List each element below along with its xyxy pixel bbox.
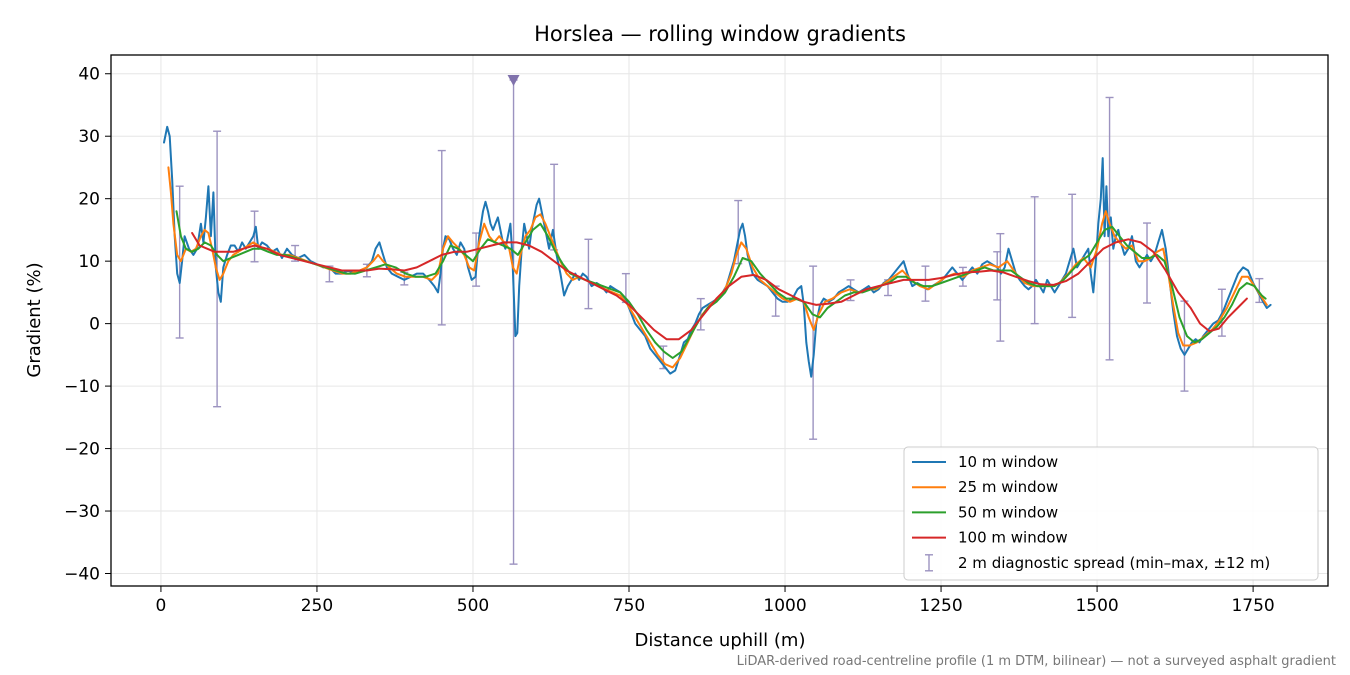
y-tick-label: −10 bbox=[64, 377, 100, 397]
x-axis-title: Distance uphill (m) bbox=[635, 630, 806, 651]
footnote: LiDAR-derived road-centreline profile (1… bbox=[737, 654, 1336, 669]
y-axis-title: Gradient (%) bbox=[24, 262, 45, 377]
x-tick-label: 0 bbox=[156, 596, 167, 616]
y-tick-label: −20 bbox=[64, 440, 100, 460]
y-tick-label: 40 bbox=[78, 65, 100, 85]
legend-box bbox=[903, 446, 1319, 581]
clipped-markers bbox=[507, 74, 520, 86]
x-tick-label: 1750 bbox=[1231, 596, 1274, 616]
series-lines bbox=[163, 125, 1272, 378]
legend-entry-label: 25 m window bbox=[958, 478, 1058, 496]
y-tick-label: −30 bbox=[64, 502, 100, 522]
series-line-100m bbox=[191, 232, 1248, 341]
legend-entry-label: 50 m window bbox=[958, 503, 1058, 521]
series-line-50m bbox=[175, 210, 1267, 359]
grid bbox=[111, 55, 1328, 586]
legend-entry-label: 100 m window bbox=[958, 529, 1068, 547]
y-tick-label: 30 bbox=[78, 127, 100, 147]
x-tick-label: 750 bbox=[613, 596, 645, 616]
y-axis-ticks: 40 30 20 10 0 −10 −20 −30 −40 bbox=[64, 65, 111, 585]
y-tick-label: 10 bbox=[78, 252, 100, 272]
clipped-value-marker bbox=[507, 74, 520, 86]
x-tick-label: 500 bbox=[457, 596, 489, 616]
y-tick-label: −40 bbox=[64, 565, 100, 585]
x-tick-label: 1000 bbox=[763, 596, 806, 616]
y-tick-label: 20 bbox=[78, 190, 100, 210]
legend: 10 m window 25 m window 50 m window 100 m w… bbox=[903, 446, 1319, 581]
legend-entry-label: 10 m window bbox=[958, 453, 1058, 471]
y-tick-label: 0 bbox=[89, 315, 100, 335]
plot-frame bbox=[110, 54, 1329, 587]
x-tick-label: 250 bbox=[301, 596, 333, 616]
chart-title: Horslea — rolling window gradients bbox=[534, 22, 906, 46]
x-axis-ticks: 0 250 500 750 1000 1250 1500 1750 bbox=[156, 586, 1275, 616]
x-tick-label: 1250 bbox=[919, 596, 962, 616]
x-tick-label: 1500 bbox=[1075, 596, 1118, 616]
legend-entry-label: 2 m diagnostic spread (min–max, ±12 m) bbox=[958, 554, 1270, 572]
